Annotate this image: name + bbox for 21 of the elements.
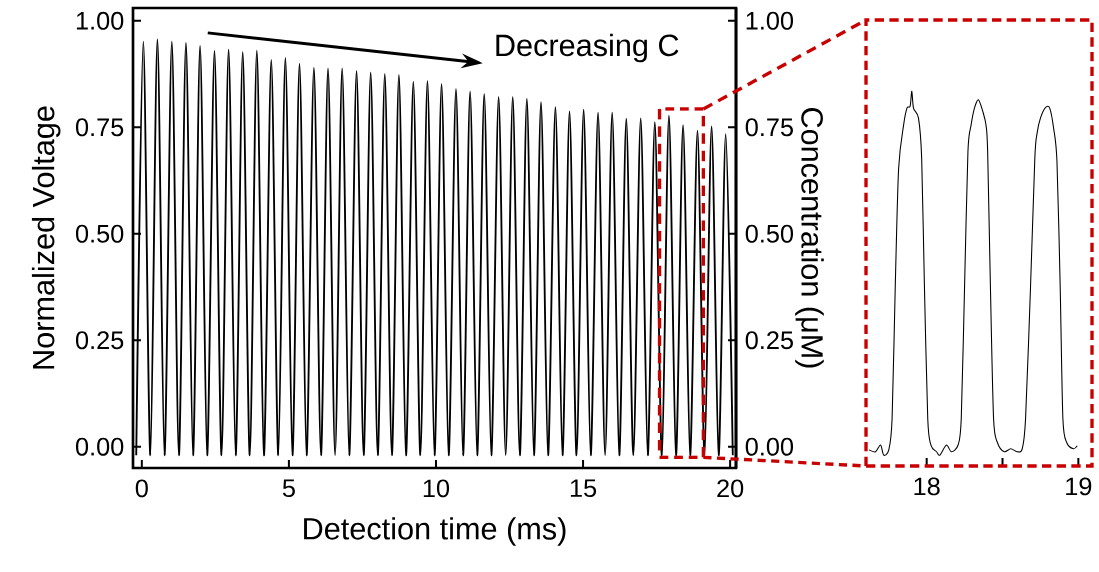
x-tick-label: 0 <box>135 479 148 498</box>
y-tick-label: 0.00 <box>75 437 124 456</box>
y-tick-label: 0.50 <box>75 224 124 243</box>
x-tick-label: 15 <box>570 479 597 498</box>
x-tick-label: 19 <box>1066 477 1092 496</box>
x-axis-title: Detection time (ms) <box>304 517 566 546</box>
y2-tick-label: 0.75 <box>745 118 793 137</box>
y-tick-label: 1.00 <box>76 11 124 30</box>
y-tick-label: 0.75 <box>75 118 124 137</box>
x-tick-label: 5 <box>282 479 295 498</box>
x-tick-label: 18 <box>914 477 940 496</box>
y2-tick-label: 0.50 <box>745 224 794 243</box>
y2-tick-label: 0.25 <box>745 331 793 350</box>
y2-tick-label: 1.00 <box>746 11 794 30</box>
annotation: Decreasing C <box>496 33 679 63</box>
x-tick-label: 10 <box>423 479 450 498</box>
y-axis-title: Normalized Voltage <box>31 106 61 369</box>
y2-axis-title: Concentration (μM) <box>795 108 824 368</box>
x-tick-label: 20 <box>717 479 744 498</box>
y2-tick-label: 0.00 <box>745 437 794 456</box>
y-tick-label: 0.25 <box>75 331 124 350</box>
